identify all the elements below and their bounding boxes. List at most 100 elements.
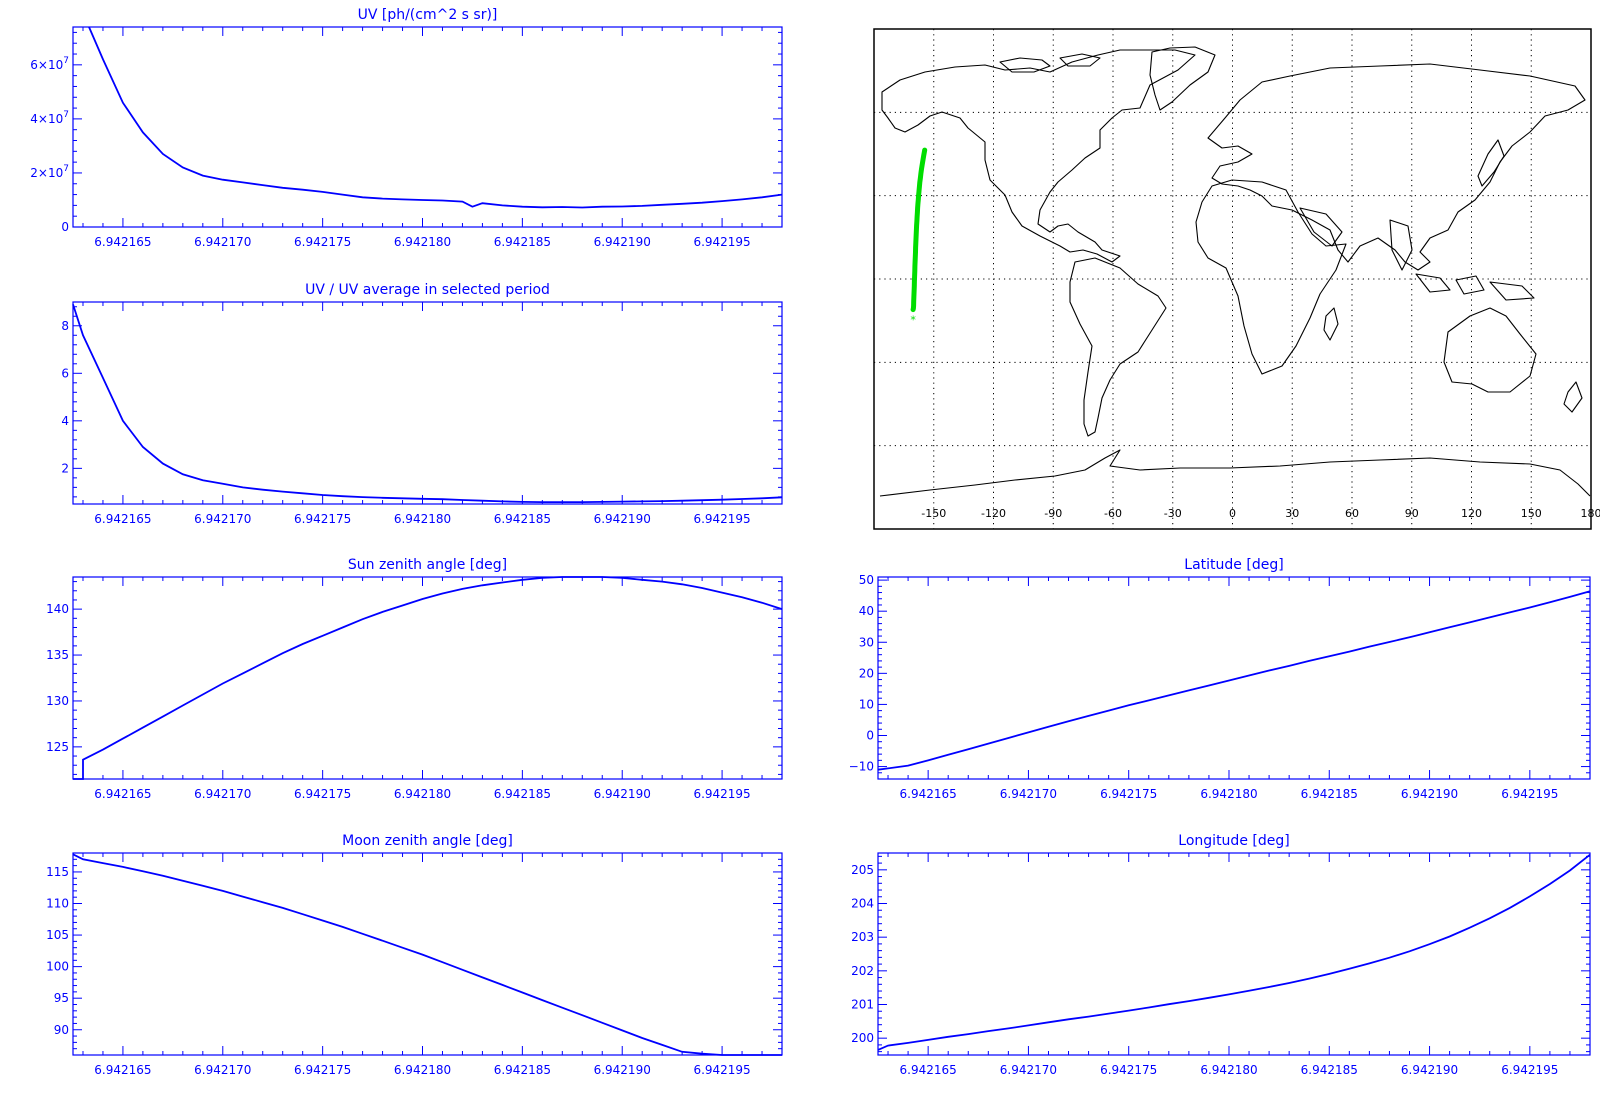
y-tick-label: 30 (859, 635, 874, 649)
track-start-marker: * (910, 314, 916, 327)
x-tick-label: 6.942195 (693, 787, 750, 801)
x-tick-label: 6.942175 (294, 787, 351, 801)
chart-longitude: Longitude [deg] 6.942165 6.942170 6.942175 6… (851, 833, 1591, 1077)
map-lon-label: 150 (1521, 507, 1542, 520)
coast-greenland (1149, 46, 1216, 111)
y-tick-mantissa: 0 (61, 220, 69, 234)
map-lon-label: 120 (1461, 507, 1482, 520)
x-tick-label: 6.942165 (94, 787, 151, 801)
y-tick-label: 202 (851, 964, 874, 978)
x-tick-label: 6.942175 (294, 512, 351, 526)
y-tick-mantissa: 125 (46, 740, 69, 754)
y-tick-mantissa: 115 (46, 865, 69, 879)
y-tick-mantissa: 4 (61, 414, 69, 428)
y-tick-exponent: 7 (63, 164, 69, 174)
coast-arctic-islands (999, 53, 1101, 73)
map-lon-label: 180 (1581, 507, 1600, 520)
x-tick-label: 6.942180 (394, 235, 451, 249)
plot-frame (72, 852, 783, 1056)
x-tick-label: 6.942175 (1100, 1063, 1157, 1077)
y-tick-mantissa: 100 (46, 960, 69, 974)
x-tick-label: 6.942165 (94, 1063, 151, 1077)
x-tick-label: 6.942190 (1401, 1063, 1458, 1077)
chart-sun_zenith: Sun zenith angle [deg] 6.942165 6.942170 6.… (46, 557, 783, 801)
y-tick-label: 200 (851, 1031, 874, 1045)
x-tick-label: 6.942185 (1301, 787, 1358, 801)
y-tick-label: −10 (849, 760, 874, 774)
y-tick-label: 203 (851, 930, 874, 944)
x-tick-label: 6.942180 (1200, 787, 1257, 801)
y-tick-label: 140 (46, 602, 69, 616)
y-tick-mantissa: 6×10 (30, 58, 63, 72)
map-lon-label: 30 (1285, 507, 1299, 520)
y-tick-label: 135 (46, 648, 69, 662)
y-tick-mantissa: 203 (851, 930, 874, 944)
x-tick-label: 6.942170 (1000, 787, 1057, 801)
x-tick-label: 6.942170 (194, 512, 251, 526)
map-lon-label: -60 (1104, 507, 1122, 520)
y-tick-label: 0 (866, 728, 874, 742)
y-tick-mantissa: 204 (851, 897, 874, 911)
y-tick-mantissa: 201 (851, 998, 874, 1012)
coast-south-asia (1299, 207, 1413, 271)
y-tick-label: 50 (859, 573, 874, 587)
map-lon-label: 60 (1345, 507, 1359, 520)
coast-indonesia (1415, 273, 1535, 301)
chart-uv_ratio: UV / UV average in selected period 6.9421… (61, 282, 783, 526)
chart-latitude: Latitude [deg] 6.942165 6.942170 6.942175 6.… (849, 557, 1591, 801)
y-tick-mantissa: 135 (46, 648, 69, 662)
map-lon-label: -120 (981, 507, 1006, 520)
x-tick-label: 6.942180 (1200, 1063, 1257, 1077)
y-tick-label: 130 (46, 694, 69, 708)
y-tick-mantissa: 8 (61, 319, 69, 333)
x-tick-label: 6.942165 (94, 512, 151, 526)
x-tick-label: 6.942170 (194, 1063, 251, 1077)
map-coastlines (879, 46, 1591, 497)
y-tick-mantissa: 200 (851, 1031, 874, 1045)
x-tick-label: 6.942165 (94, 235, 151, 249)
chart-title: UV / UV average in selected period (305, 282, 550, 298)
y-tick-label: 6 (61, 366, 69, 380)
x-tick-label: 6.942175 (294, 235, 351, 249)
x-tick-label: 6.942185 (494, 235, 551, 249)
y-tick-label: 40 (859, 604, 874, 618)
plot-frame (72, 301, 783, 505)
y-tick-label: 204 (851, 897, 874, 911)
x-tick-label: 6.942195 (1501, 787, 1558, 801)
map-lon-label: 0 (1229, 507, 1236, 520)
plot-frame (877, 576, 1591, 780)
coast-australia (1443, 307, 1537, 393)
x-tick-label: 6.942185 (494, 1063, 551, 1077)
y-tick-mantissa: −10 (849, 760, 874, 774)
map-lon-ticks: -150 -120 -90 -60 -30 0 30 60 90 120 150 180 (921, 507, 1600, 520)
y-tick-label: 6×107 (30, 56, 69, 72)
series-line-longitude (877, 853, 1591, 1051)
y-tick-mantissa: 6 (61, 366, 69, 380)
chart-title: UV [ph/(cm^2 s sr)] (358, 7, 498, 23)
series-line-moon_zenith (72, 853, 782, 1056)
charts-layer: UV [ph/(cm^2 s sr)] 6.942165 6.942170 6.942… (30, 7, 1591, 1077)
y-tick-label: 20 (859, 666, 874, 680)
coast-new-zealand (1563, 381, 1583, 413)
x-tick-label: 6.942165 (900, 787, 957, 801)
y-tick-mantissa: 30 (859, 635, 874, 649)
coast-eurasia (1207, 63, 1586, 271)
x-tick-label: 6.942170 (194, 235, 251, 249)
y-tick-mantissa: 105 (46, 928, 69, 942)
plot-frame (877, 852, 1591, 1056)
x-tick-label: 6.942180 (394, 1063, 451, 1077)
y-tick-mantissa: 4×10 (30, 112, 63, 126)
x-tick-label: 6.942195 (693, 235, 750, 249)
x-tick-label: 6.942190 (594, 512, 651, 526)
chart-title: Longitude [deg] (1178, 833, 1289, 849)
y-tick-label: 8 (61, 319, 69, 333)
chart-title: Latitude [deg] (1184, 557, 1283, 573)
y-tick-label: 105 (46, 928, 69, 942)
track-line (910, 147, 928, 313)
y-tick-mantissa: 90 (54, 1023, 69, 1037)
x-tick-label: 6.942185 (494, 787, 551, 801)
y-tick-mantissa: 40 (859, 604, 874, 618)
y-tick-label: 205 (851, 863, 874, 877)
x-tick-label: 6.942185 (1301, 1063, 1358, 1077)
y-tick-mantissa: 202 (851, 964, 874, 978)
